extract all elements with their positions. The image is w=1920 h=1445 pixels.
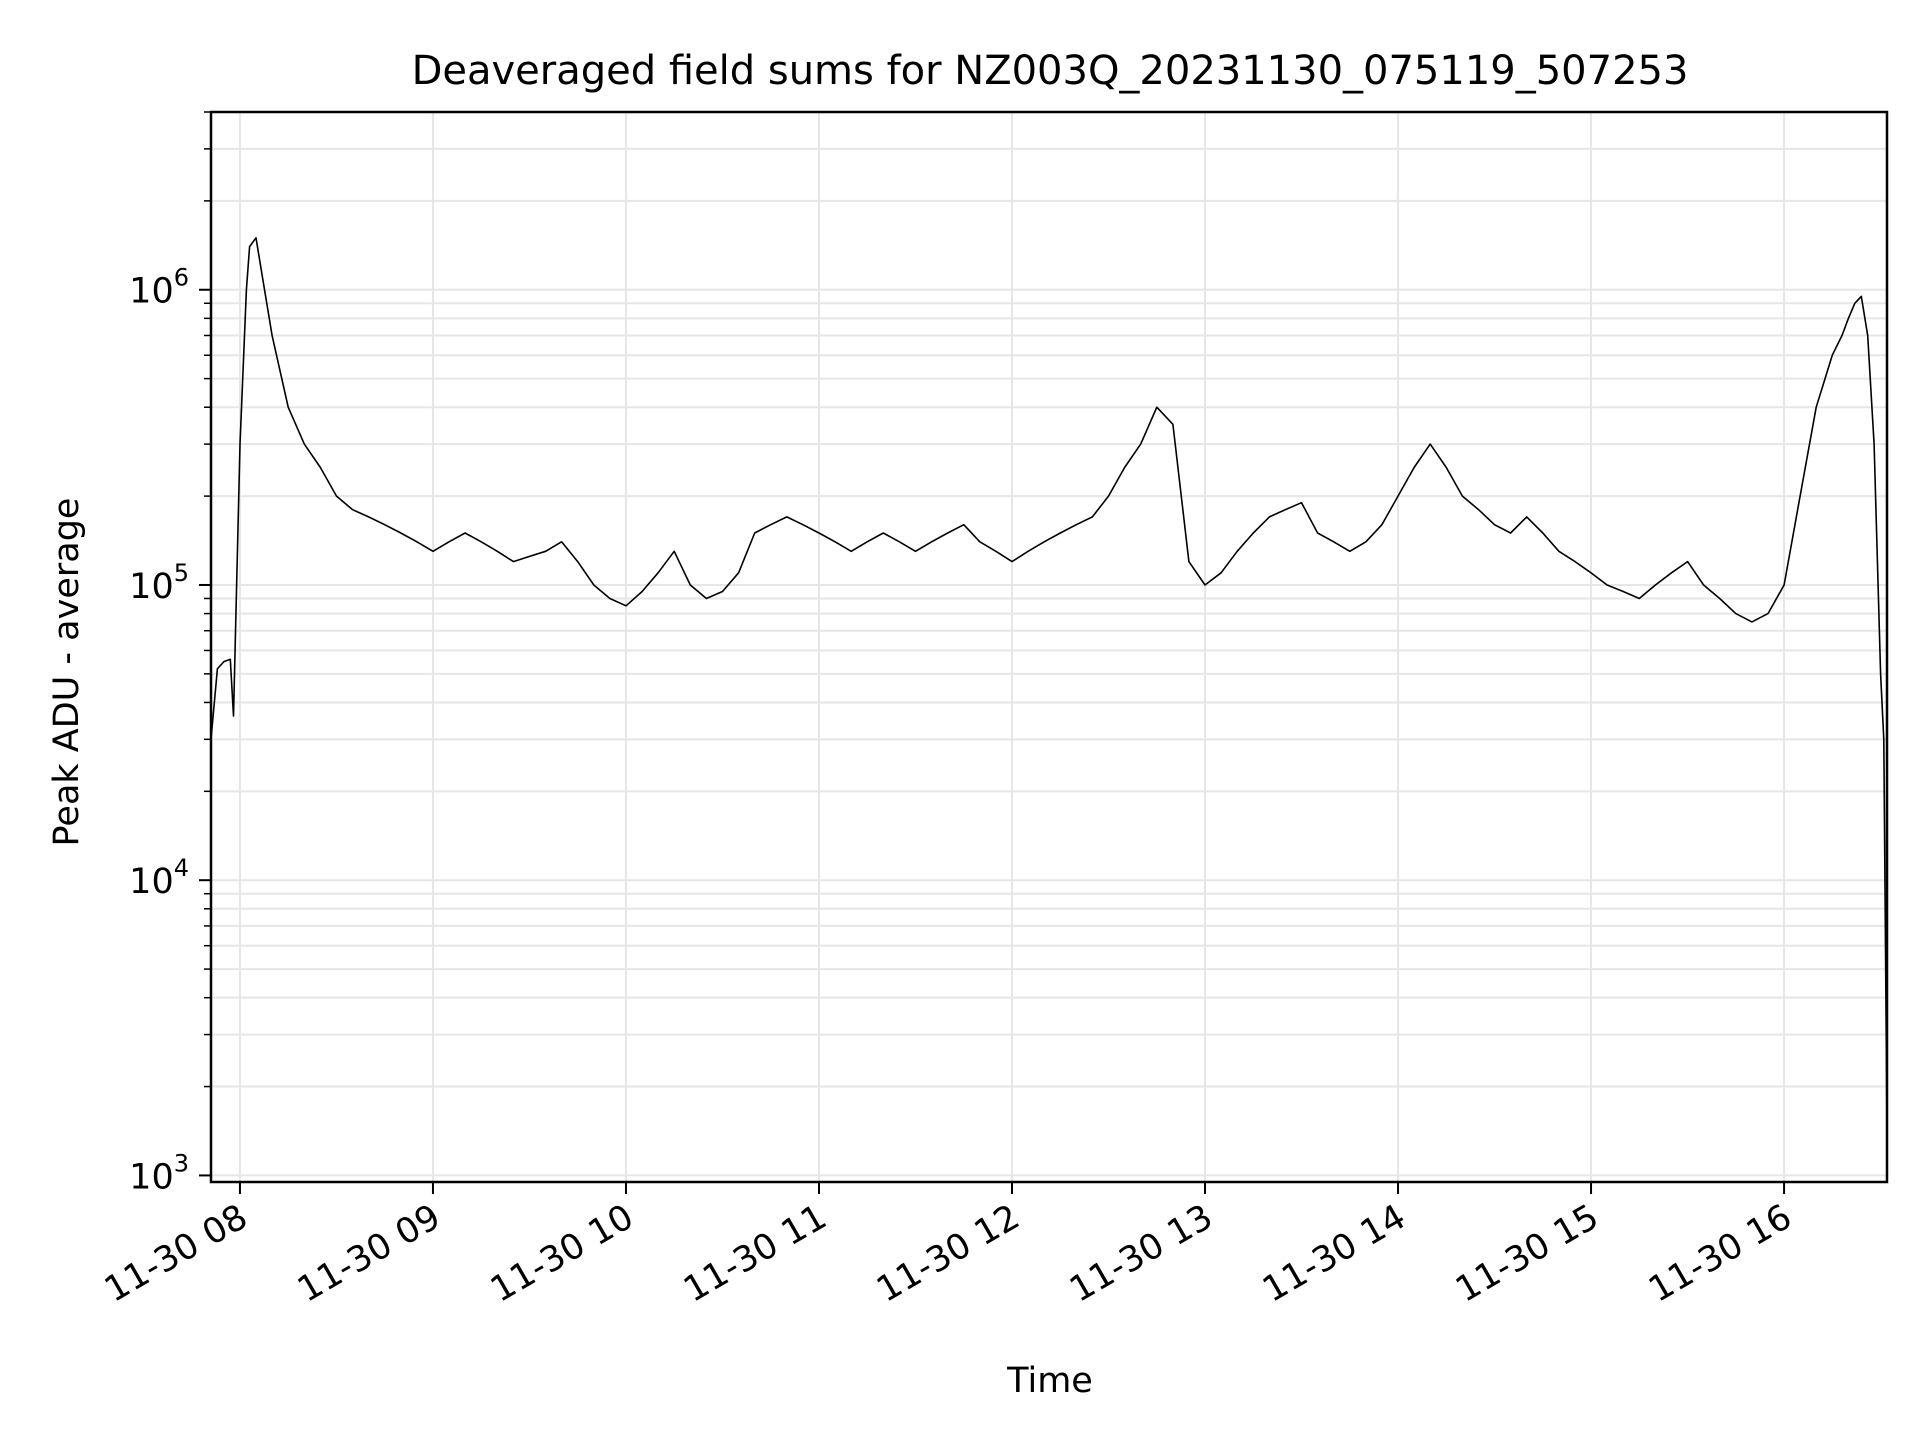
series-layer: [210, 237, 1888, 1133]
y-tick-label-exponent: 3: [174, 1149, 189, 1177]
y-tick-label-base: 10: [129, 1157, 174, 1197]
y-tick-label: 106: [129, 264, 189, 312]
y-axis-label: Peak ADU - average: [47, 498, 87, 847]
y-tick-label: 103: [129, 1149, 189, 1197]
x-tick-label: 11-30 15: [1449, 1197, 1605, 1310]
x-axis-label: Time: [1006, 1361, 1093, 1401]
y-tick-label-base: 10: [129, 862, 174, 902]
x-tick-label: 11-30 09: [291, 1197, 447, 1310]
y-tick-label-base: 10: [129, 272, 174, 312]
y-tick-label-exponent: 6: [174, 264, 189, 292]
x-tick-label: 11-30 11: [677, 1197, 833, 1310]
x-tick-label: 11-30 14: [1256, 1197, 1412, 1310]
y-tick-label-exponent: 5: [174, 559, 189, 587]
series-line: [210, 237, 1888, 1133]
y-tick-label: 105: [129, 559, 189, 607]
grid-layer: [211, 111, 1887, 1182]
y-tick-label-exponent: 4: [174, 854, 189, 882]
y-tick-label: 104: [129, 854, 189, 902]
x-tick-label: 11-30 10: [484, 1197, 640, 1310]
x-tick-label: 11-30 16: [1642, 1197, 1798, 1310]
x-tick-label: 11-30 08: [98, 1197, 254, 1310]
plot-frame: [209, 110, 1889, 1184]
chart-title: Deaveraged field sums for NZ003Q_2023113…: [412, 48, 1689, 94]
x-tick-label: 11-30 12: [870, 1197, 1026, 1310]
y-tick-label-base: 10: [129, 567, 174, 607]
x-tick-label: 11-30 13: [1063, 1197, 1219, 1310]
